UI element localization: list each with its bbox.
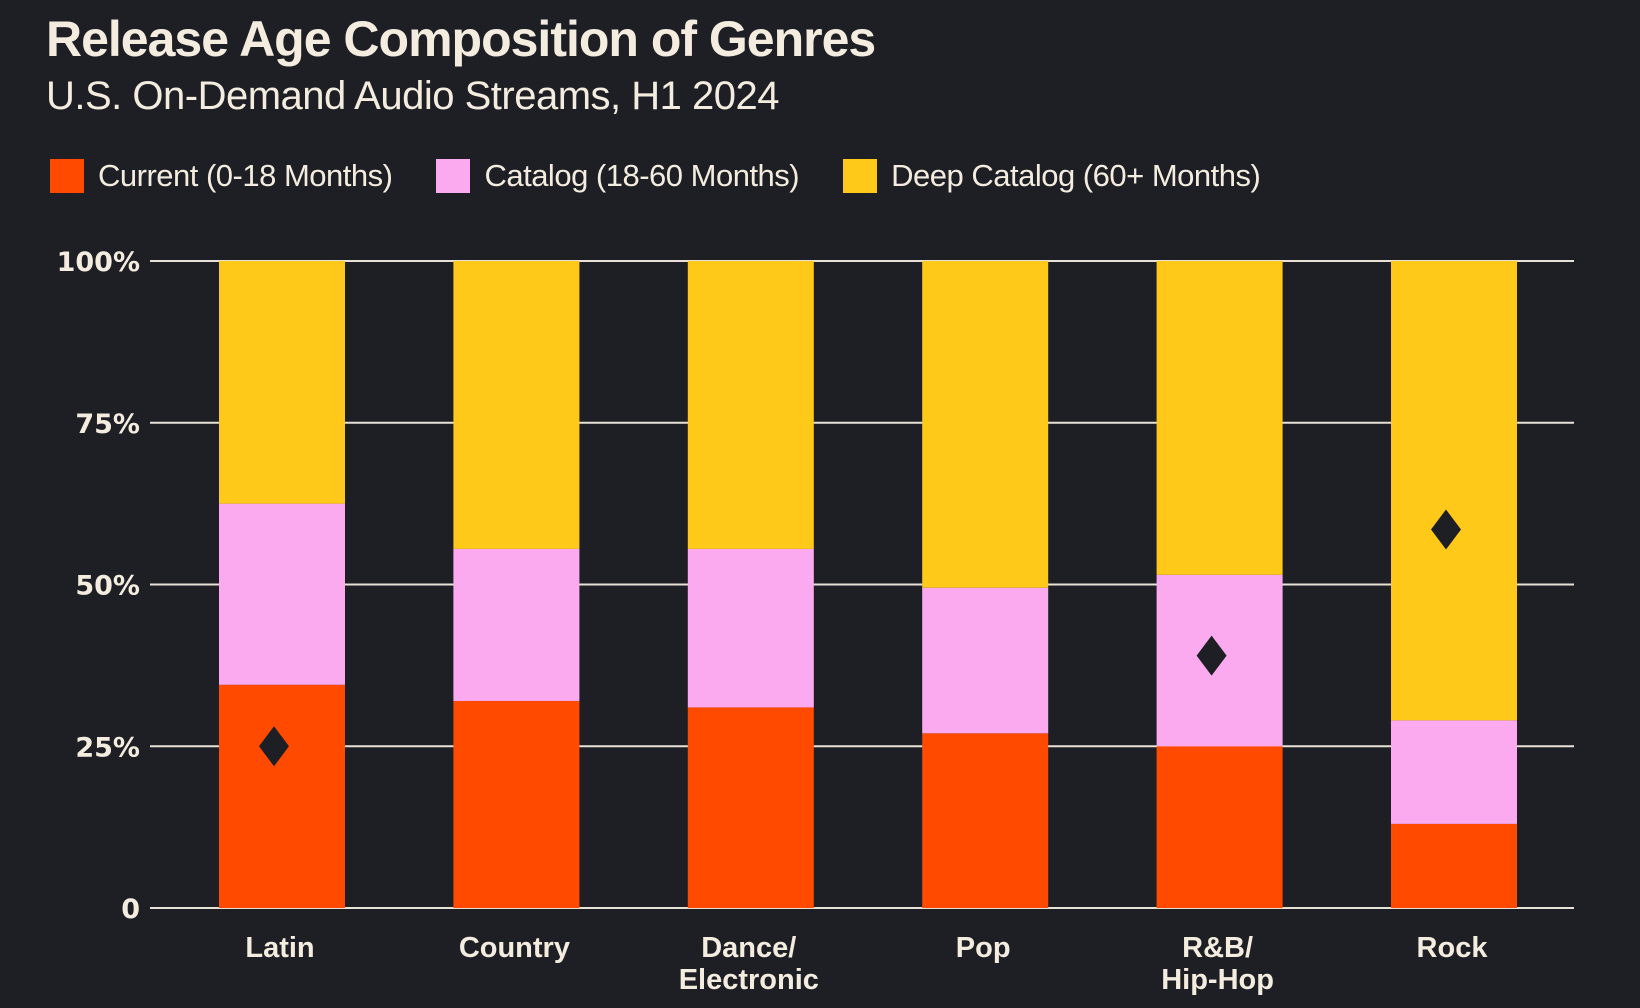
- markers: [259, 509, 1461, 767]
- bar-segment: [687, 261, 814, 549]
- x-axis-categories: Latin Country Dance/Electronic Pop R&B/Hip-H…: [245, 932, 1488, 996]
- chart-subtitle: U.S. On-Demand Audio Streams, H1 2024: [46, 74, 779, 118]
- diamond-icon: [259, 726, 289, 767]
- y-tick-label: 75%: [75, 409, 140, 440]
- y-axis-ticks: 0 25% 50% 75% 100%: [57, 247, 140, 925]
- bar-segment: [922, 261, 1049, 588]
- bar-segment: [453, 261, 580, 549]
- legend: Current (0-18 Months) Catalog (18-60 Mon…: [50, 158, 1261, 194]
- legend-label-catalog: Catalog (18-60 Months): [484, 158, 800, 193]
- bar-segment: [1391, 720, 1517, 824]
- bar-segment: [687, 707, 814, 908]
- legend-swatch-current: [50, 159, 84, 193]
- x-category-label: Dance/Electronic: [679, 932, 819, 996]
- y-tick-label: 100%: [57, 247, 140, 278]
- gridlines: [150, 260, 1574, 909]
- bar-segment: [219, 261, 345, 504]
- legend-label-deep-catalog: Deep Catalog (60+ Months): [891, 158, 1261, 193]
- y-tick-label: 50%: [75, 571, 140, 602]
- bar-segment: [219, 684, 345, 908]
- bar-segment: [687, 548, 814, 708]
- legend-label-current: Current (0-18 Months): [98, 158, 393, 193]
- legend-swatch-catalog: [436, 159, 471, 193]
- bar-segment: [219, 503, 345, 685]
- x-category-label: Pop: [956, 932, 1011, 964]
- bars: [219, 261, 1517, 908]
- bar-segment: [922, 733, 1049, 908]
- x-category-label: Latin: [245, 932, 314, 964]
- y-tick-label: 0: [121, 894, 140, 925]
- legend-item-catalog: Catalog (18-60 Months): [436, 158, 800, 194]
- bar-segment: [453, 700, 580, 908]
- legend-item-current: Current (0-18 Months): [50, 158, 393, 194]
- bar-segment: [1156, 261, 1283, 575]
- x-category-label: Country: [459, 932, 570, 964]
- bar-segment: [453, 548, 580, 701]
- y-tick-label: 25%: [75, 732, 140, 763]
- bar-segment: [1391, 261, 1517, 721]
- diamond-icon: [1196, 635, 1227, 676]
- legend-swatch-deep-catalog: [843, 159, 878, 193]
- x-category-label: Rock: [1417, 932, 1489, 964]
- legend-item-deep-catalog: Deep Catalog (60+ Months): [843, 158, 1261, 194]
- bar-segment: [1156, 746, 1283, 908]
- diamond-icon: [1431, 509, 1461, 550]
- bar-segment: [922, 587, 1049, 734]
- bar-segment: [1391, 823, 1517, 908]
- x-category-label: R&B/Hip-Hop: [1161, 932, 1274, 996]
- chart-title: Release Age Composition of Genres: [46, 11, 876, 67]
